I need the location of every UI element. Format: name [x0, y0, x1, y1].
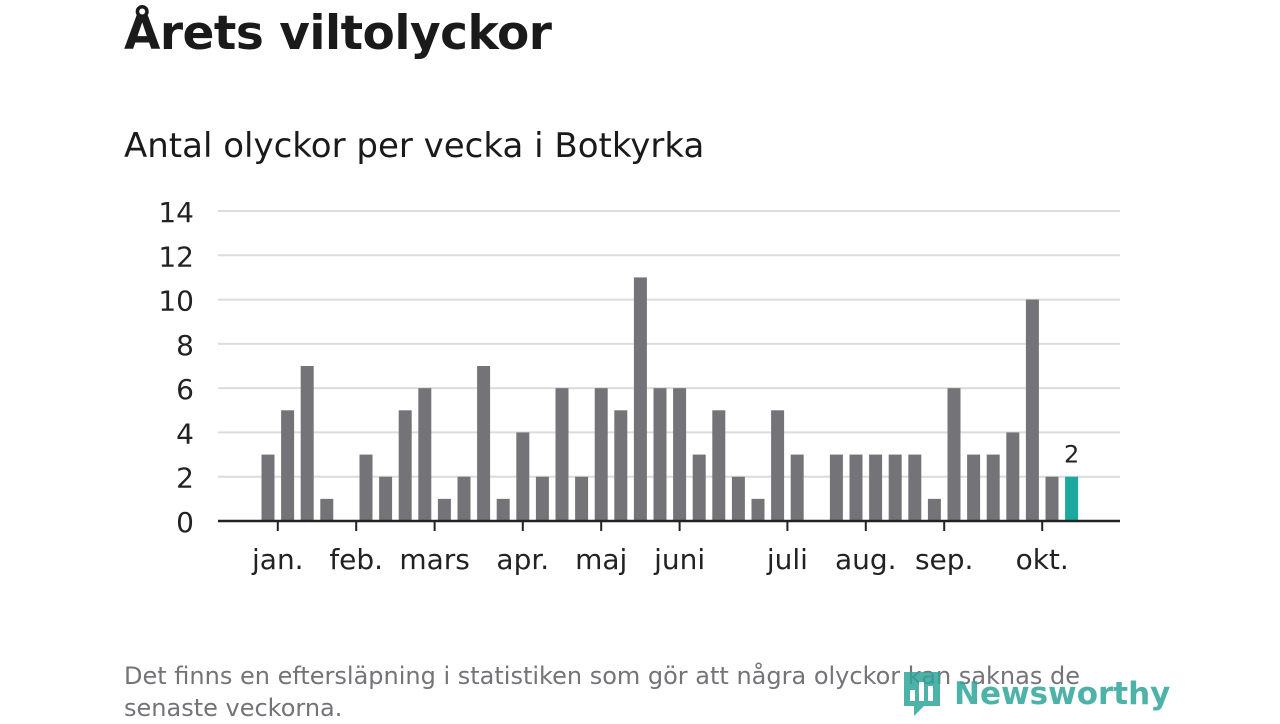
bar: [927, 498, 941, 521]
y-tick-label: 12: [158, 240, 194, 273]
bar: [398, 410, 412, 521]
bar: [575, 476, 589, 521]
bar: [1025, 299, 1039, 521]
bar: [888, 454, 902, 521]
bar: [477, 366, 491, 521]
x-tick-label: maj: [575, 543, 627, 576]
bar: [967, 454, 981, 521]
bar: [692, 454, 706, 521]
bar: [281, 410, 295, 521]
x-tick-label: apr.: [496, 543, 549, 576]
bar: [614, 410, 628, 521]
x-tick-label: aug.: [835, 543, 897, 576]
bar: [790, 454, 804, 521]
x-axis: jan. feb. mars apr. maj juni juli aug. sep. okt.: [218, 519, 1120, 576]
logo-text: Newsworthy: [954, 676, 1171, 712]
bar: [849, 454, 863, 521]
x-tick-label: feb.: [329, 543, 383, 576]
bar: [516, 432, 530, 521]
bar: [496, 498, 510, 521]
bar: [986, 454, 1000, 521]
bar: [653, 388, 667, 521]
bar-chart: 0 2 4 6 8 10 12 14 jan. feb. mars apr. maj juni juli a…: [158, 196, 1120, 576]
y-tick-label: 0: [176, 506, 194, 539]
bar: [829, 454, 843, 521]
y-tick-label: 14: [158, 196, 194, 229]
bar: [947, 388, 961, 521]
bar: [594, 388, 608, 521]
newsworthy-logo[interactable]: Newsworthy: [900, 668, 1170, 720]
y-tick-label: 4: [176, 417, 194, 450]
bars: [261, 277, 1079, 521]
y-tick-label: 10: [158, 285, 194, 318]
bar: [437, 498, 451, 521]
bar: [908, 454, 922, 521]
y-tick-label: 8: [176, 329, 194, 362]
bar: [457, 476, 471, 521]
x-tick-label: jan.: [251, 543, 304, 576]
x-tick-label: sep.: [915, 543, 974, 576]
y-axis-ticks: 0 2 4 6 8 10 12 14: [158, 196, 194, 539]
bar: [712, 410, 726, 521]
bar: [300, 366, 314, 521]
gridlines: [218, 210, 1120, 478]
bar-highlight: [1065, 476, 1079, 521]
bar: [418, 388, 432, 521]
highlight-data-label: 2: [1064, 441, 1079, 469]
bar: [1006, 432, 1020, 521]
data-labels: 2: [1064, 441, 1079, 469]
newsworthy-logo-icon: [904, 672, 940, 716]
x-tick-label: mars: [399, 543, 470, 576]
chart-title: Årets viltolyckor: [124, 6, 552, 61]
bar: [751, 498, 765, 521]
bar: [771, 410, 785, 521]
bar: [1045, 476, 1059, 521]
bar: [379, 476, 393, 521]
bar: [359, 454, 373, 521]
bar: [535, 476, 549, 521]
y-tick-label: 6: [176, 373, 194, 406]
bar: [261, 454, 275, 521]
bar: [731, 476, 745, 521]
x-tick-label: juni: [653, 543, 705, 576]
x-tick-label: juli: [766, 543, 808, 576]
bar: [633, 277, 647, 521]
bar: [320, 498, 334, 521]
bar: [869, 454, 883, 521]
y-tick-label: 2: [176, 462, 194, 495]
bar: [555, 388, 569, 521]
x-tick-label: okt.: [1016, 543, 1069, 576]
bar: [673, 388, 687, 521]
chart-subtitle: Antal olyckor per vecka i Botkyrka: [124, 126, 705, 166]
